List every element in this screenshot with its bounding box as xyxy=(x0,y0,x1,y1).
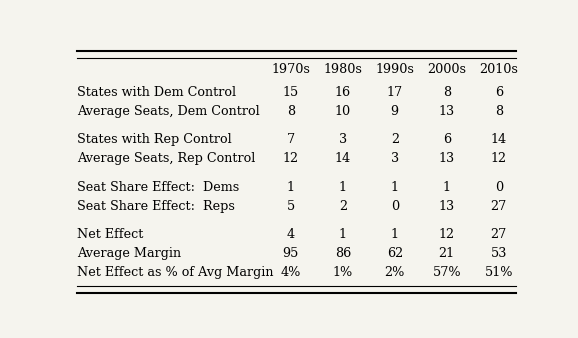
Text: 6: 6 xyxy=(443,134,451,146)
Text: 2%: 2% xyxy=(384,266,405,279)
Text: 2000s: 2000s xyxy=(427,63,466,76)
Text: 10: 10 xyxy=(335,105,351,118)
Text: 8: 8 xyxy=(495,105,503,118)
Text: States with Dem Control: States with Dem Control xyxy=(77,86,236,99)
Text: 17: 17 xyxy=(387,86,403,99)
Text: 13: 13 xyxy=(439,199,455,213)
Text: 1970s: 1970s xyxy=(272,63,310,76)
Text: 13: 13 xyxy=(439,105,455,118)
Text: Average Seats, Dem Control: Average Seats, Dem Control xyxy=(77,105,260,118)
Text: 4%: 4% xyxy=(281,266,301,279)
Text: 3: 3 xyxy=(339,134,347,146)
Text: Seat Share Effect:  Reps: Seat Share Effect: Reps xyxy=(77,199,235,213)
Text: 1: 1 xyxy=(339,181,347,194)
Text: States with Rep Control: States with Rep Control xyxy=(77,134,231,146)
Text: 14: 14 xyxy=(491,134,507,146)
Text: 4: 4 xyxy=(287,228,295,241)
Text: 8: 8 xyxy=(443,86,451,99)
Text: 6: 6 xyxy=(495,86,503,99)
Text: 53: 53 xyxy=(491,247,507,260)
Text: 9: 9 xyxy=(391,105,399,118)
Text: 14: 14 xyxy=(335,152,351,165)
Text: 1990s: 1990s xyxy=(375,63,414,76)
Text: 1: 1 xyxy=(391,181,399,194)
Text: 1980s: 1980s xyxy=(323,63,362,76)
Text: 27: 27 xyxy=(491,199,507,213)
Text: 1: 1 xyxy=(339,228,347,241)
Text: 27: 27 xyxy=(491,228,507,241)
Text: 1%: 1% xyxy=(333,266,353,279)
Text: 0: 0 xyxy=(495,181,503,194)
Text: 21: 21 xyxy=(439,247,455,260)
Text: Average Seats, Rep Control: Average Seats, Rep Control xyxy=(77,152,255,165)
Text: 1: 1 xyxy=(391,228,399,241)
Text: 57%: 57% xyxy=(432,266,461,279)
Text: 0: 0 xyxy=(391,199,399,213)
Text: 62: 62 xyxy=(387,247,403,260)
Text: 5: 5 xyxy=(287,199,295,213)
Text: 8: 8 xyxy=(287,105,295,118)
Text: 15: 15 xyxy=(283,86,299,99)
Text: 2010s: 2010s xyxy=(479,63,518,76)
Text: 12: 12 xyxy=(439,228,455,241)
Text: 1: 1 xyxy=(287,181,295,194)
Text: 3: 3 xyxy=(391,152,399,165)
Text: 2: 2 xyxy=(339,199,347,213)
Text: 86: 86 xyxy=(335,247,351,260)
Text: 7: 7 xyxy=(287,134,295,146)
Text: 12: 12 xyxy=(491,152,507,165)
Text: Net Effect as % of Avg Margin: Net Effect as % of Avg Margin xyxy=(77,266,273,279)
Text: Net Effect: Net Effect xyxy=(77,228,143,241)
Text: 13: 13 xyxy=(439,152,455,165)
Text: Seat Share Effect:  Dems: Seat Share Effect: Dems xyxy=(77,181,239,194)
Text: Average Margin: Average Margin xyxy=(77,247,181,260)
Text: 51%: 51% xyxy=(484,266,513,279)
Text: 12: 12 xyxy=(283,152,299,165)
Text: 16: 16 xyxy=(335,86,351,99)
Text: 2: 2 xyxy=(391,134,399,146)
Text: 1: 1 xyxy=(443,181,451,194)
Text: 95: 95 xyxy=(283,247,299,260)
